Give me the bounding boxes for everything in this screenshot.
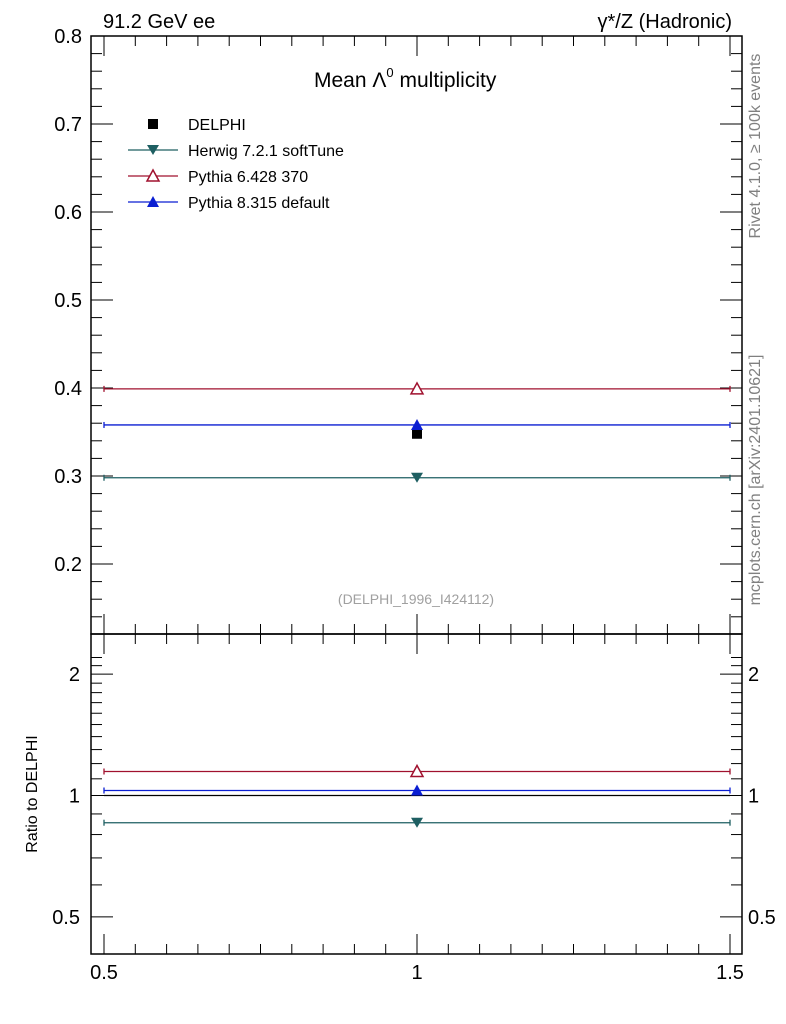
pythia8-ratio-marker [411,784,423,796]
ratio-y-tick-label-right: 2 [748,664,759,686]
rivet-version-label: Rivet 4.1.0, ≥ 100k events [747,54,764,239]
main-data-marks [103,381,731,483]
header-energy-label: 91.2 GeV ee [103,11,215,33]
herwig-ratio-marker [411,817,423,828]
ratio-y-axis-label: Ratio to DELPHI [24,735,41,852]
herwig-main-marker [411,472,423,483]
plot-title: Mean Λ0 multiplicity [314,65,497,92]
mcplots-citation-label: mcplots.cern.ch [arXiv:2401.10621] [747,355,764,606]
main-y-tick-label: 0.5 [54,290,82,312]
pythia6-ratio-marker [409,763,425,778]
data-main-marker [412,428,422,439]
main-y-tick-label: 0.4 [54,378,82,400]
legend-marker-herwig [147,145,159,155]
legend-marker-pythia6 [145,168,161,182]
pythia6-main-marker [409,381,425,395]
legend-marker-pythia8 [147,196,159,207]
ratio-y-tick-label-left: 1 [69,786,80,808]
legend-label-herwig: Herwig 7.2.1 softTune [188,143,344,160]
ratio-y-tick-label-right: 1 [748,786,759,808]
pythia8-main-marker [411,418,423,430]
ratio-y-tick-label-right: 0.5 [748,907,776,929]
legend-label-pythia6: Pythia 6.428 370 [188,169,308,186]
main-y-tick-label: 0.8 [54,26,82,48]
x-tick-label: 0.5 [90,962,118,984]
plot-title-rest: multiplicity [394,69,497,92]
x-tick-label: 1 [411,962,422,984]
ratio-y-ticks: 0.5 0.5 1 1 2 2 [52,657,776,929]
legend-label-pythia8: Pythia 8.315 default [188,195,330,212]
plot-title-superscript: 0 [386,65,393,80]
main-y-tick-label: 0.7 [54,114,82,136]
ratio-y-tick-label-left: 0.5 [52,907,80,929]
legend-marker-data [148,119,158,129]
main-y-tick-label: 0.3 [54,466,82,488]
analysis-id-label: (DELPHI_1996_I424112) [338,591,494,607]
ratio-data-marks [103,763,731,828]
main-y-tick-label: 0.2 [54,554,82,576]
header-process-label: γ*/Z (Hadronic) [598,11,732,33]
ratio-y-tick-label-left: 2 [69,664,80,686]
x-tick-label: 1.5 [716,962,744,984]
main-y-ticks: 0.2 0.3 0.4 0.5 0.6 0.7 0.8 [54,26,742,618]
plot-title-main: Mean Λ [314,69,386,92]
legend: DELPHI Herwig 7.2.1 softTune Pythia 6.428 … [128,117,344,212]
x-axis-ticks: 0.5 1 1.5 [90,36,744,984]
legend-label-data: DELPHI [188,117,246,134]
main-y-tick-label: 0.6 [54,202,82,224]
